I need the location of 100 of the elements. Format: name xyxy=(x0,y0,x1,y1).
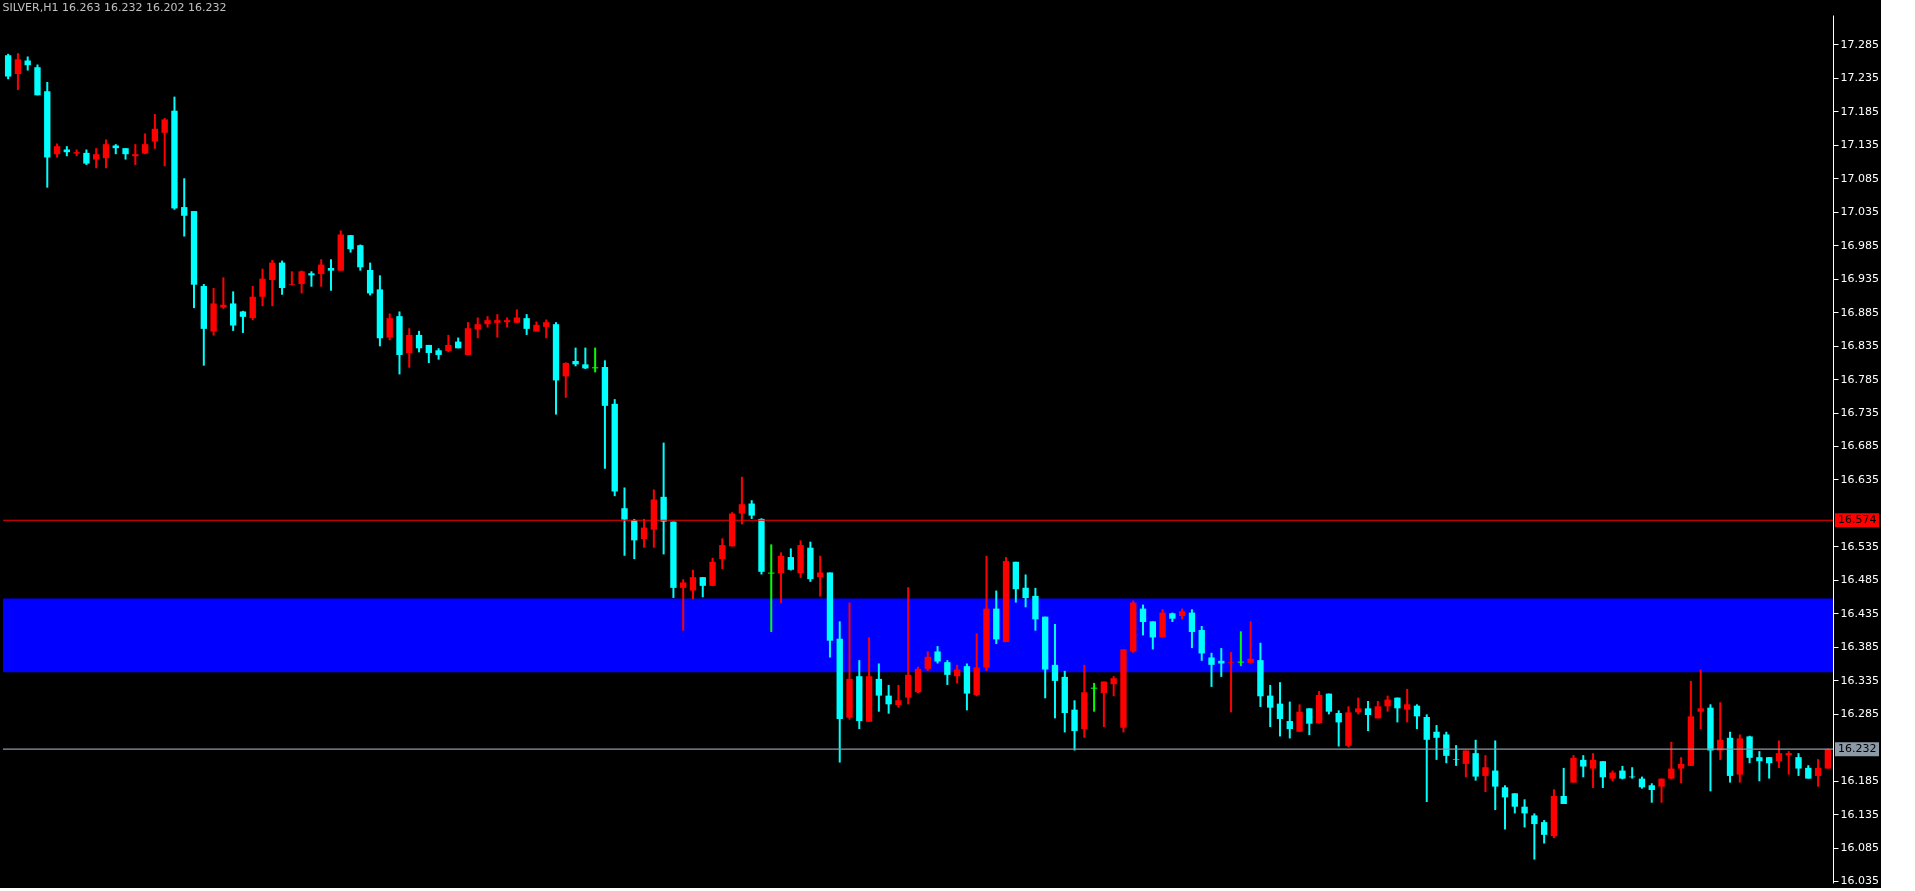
y-tick-label: 17.085 xyxy=(1840,171,1879,185)
candlestick xyxy=(1022,573,1029,609)
candlestick xyxy=(543,318,550,340)
candlestick xyxy=(1472,738,1479,782)
candlestick xyxy=(161,117,168,168)
candlestick xyxy=(1482,754,1489,793)
candlestick xyxy=(1785,750,1792,776)
y-tick-label: 16.785 xyxy=(1840,372,1879,386)
candlestick xyxy=(1795,752,1802,777)
candlestick xyxy=(269,258,276,308)
candlestick xyxy=(1775,739,1783,769)
y-tick-label: 16.435 xyxy=(1840,606,1879,620)
candlestick xyxy=(1188,608,1196,650)
candlestick xyxy=(621,486,628,557)
candlestick xyxy=(318,258,325,288)
candlestick xyxy=(4,52,12,81)
y-tick-label: 16.535 xyxy=(1840,539,1879,553)
candlestick xyxy=(689,568,697,601)
candlestick xyxy=(523,313,530,336)
candlestick xyxy=(327,258,335,292)
candlestick xyxy=(1531,812,1538,861)
ref-line-label: 16.574 xyxy=(1838,513,1877,527)
y-tick-label: 16.085 xyxy=(1840,841,1879,855)
y-tick-label: 17.285 xyxy=(1840,37,1879,51)
candlestick xyxy=(1540,819,1548,845)
y-tick-label: 16.835 xyxy=(1840,339,1879,353)
candlestick xyxy=(1296,703,1303,733)
candlestick xyxy=(259,267,266,308)
candlestick xyxy=(1824,747,1832,770)
candlestick xyxy=(1208,651,1215,688)
y-tick-label: 16.685 xyxy=(1840,439,1879,453)
candlestick xyxy=(699,576,706,599)
candlestick xyxy=(1648,782,1655,804)
candlestick xyxy=(1286,700,1293,740)
candlestick xyxy=(308,270,315,288)
candlestick xyxy=(562,361,569,399)
candlestick xyxy=(1658,777,1665,804)
candlestick xyxy=(944,659,951,686)
candlestick xyxy=(1403,687,1411,724)
candlestick xyxy=(1677,756,1685,785)
candlestick xyxy=(1364,699,1372,733)
y-tick-label: 16.885 xyxy=(1840,305,1879,319)
candlestick xyxy=(1149,620,1156,651)
candlestick xyxy=(1814,758,1822,788)
candlestick xyxy=(777,551,785,605)
candlestick xyxy=(1756,750,1763,783)
candlestick xyxy=(768,543,775,634)
ref-line-label: 16.232 xyxy=(1838,742,1877,756)
y-tick-label: 16.385 xyxy=(1840,640,1879,654)
candlestick xyxy=(1276,681,1284,738)
candlestick xyxy=(1227,651,1235,714)
candlestick xyxy=(1511,792,1518,815)
candlestick xyxy=(406,327,413,369)
candlestick xyxy=(914,665,922,694)
candlestick xyxy=(1032,586,1039,632)
candlestick xyxy=(816,554,824,598)
chart-title: SILVER,H1 16.263 16.232 16.202 16.232 xyxy=(2,1,227,14)
y-tick-label: 16.985 xyxy=(1840,238,1879,252)
candlestick xyxy=(102,138,110,170)
y-tick-label: 17.035 xyxy=(1840,205,1879,219)
candlestick xyxy=(572,346,579,368)
candlestick xyxy=(1394,696,1401,724)
y-tick-label: 17.185 xyxy=(1840,104,1879,118)
candlestick xyxy=(1051,623,1059,720)
candlestick xyxy=(181,177,188,238)
candlestick xyxy=(1100,680,1108,729)
candlestick xyxy=(357,243,364,272)
candlestick xyxy=(1492,739,1499,812)
candlestick xyxy=(14,52,22,91)
y-tick-label: 16.735 xyxy=(1840,406,1879,420)
candlestick xyxy=(386,312,393,342)
y-tick-label: 16.135 xyxy=(1840,807,1879,821)
candlestick xyxy=(1247,620,1254,665)
y-tick-label: 16.335 xyxy=(1840,673,1879,687)
y-tick-label: 17.135 xyxy=(1840,138,1879,152)
candlestick xyxy=(1501,784,1509,831)
y-tick-label: 16.285 xyxy=(1840,707,1879,721)
candlestick xyxy=(1198,625,1205,662)
candlestick xyxy=(503,316,511,329)
candlestick xyxy=(1697,668,1704,731)
candlestick xyxy=(582,346,589,371)
candlestick xyxy=(1580,754,1587,779)
candlestick xyxy=(1599,760,1607,789)
candlestick xyxy=(1110,675,1117,698)
candlestick xyxy=(474,316,481,340)
candlestick xyxy=(924,650,931,672)
candlestick xyxy=(229,290,237,332)
candlestick xyxy=(1237,630,1245,668)
candlestick xyxy=(1589,752,1597,789)
candlestick xyxy=(895,683,902,709)
y-tick-label: 16.185 xyxy=(1840,774,1879,788)
candlestick xyxy=(1433,724,1440,761)
candlestick xyxy=(1560,766,1567,806)
y-tick-label: 16.935 xyxy=(1840,272,1879,286)
candlestick xyxy=(1423,713,1430,804)
candlestick xyxy=(1452,744,1460,767)
y-tick-label: 16.035 xyxy=(1840,874,1879,888)
candlestick xyxy=(1071,699,1078,752)
candlestick xyxy=(366,261,374,297)
candlestick xyxy=(1306,707,1313,737)
